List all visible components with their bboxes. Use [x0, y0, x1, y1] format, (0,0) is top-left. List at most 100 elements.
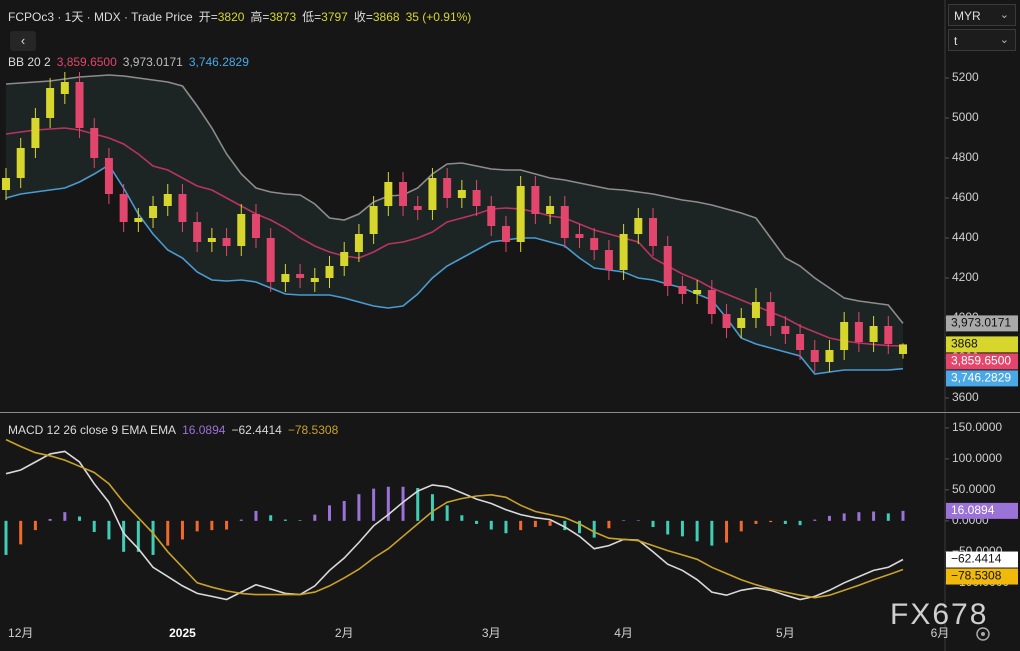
- candle-body: [414, 206, 422, 210]
- x-tick-label: 2025: [169, 626, 196, 640]
- macd-badge: −78.5308: [951, 569, 1002, 583]
- candle-body: [899, 344, 907, 354]
- histogram-bar: [828, 516, 831, 521]
- unit-select[interactable]: t⌄: [948, 29, 1016, 51]
- candle-body: [473, 190, 481, 206]
- price-badge: 3,746.2829: [951, 371, 1011, 385]
- candle-body: [2, 178, 10, 190]
- ohlc-value: 3868: [373, 10, 400, 24]
- candle-body: [605, 250, 613, 270]
- histogram-bar: [343, 501, 346, 521]
- y-tick-label: 4600: [952, 190, 979, 204]
- band-value: 3,859.6500: [57, 55, 117, 69]
- symbol-title: FCPOc3 · 1天 · MDX · Trade Price: [8, 8, 193, 25]
- macd-line: [6, 440, 903, 598]
- header-legend: FCPOc3 · 1天 · MDX · Trade Price 开=3820 高…: [8, 8, 471, 25]
- histogram-bar: [563, 521, 566, 530]
- ohlc-value: 3820: [218, 10, 245, 24]
- candle-body: [649, 218, 657, 246]
- candle-body: [90, 128, 98, 158]
- ohlc: 开=3820: [199, 8, 245, 25]
- candle-body: [767, 302, 775, 326]
- candle-body: [370, 206, 378, 234]
- histogram-bar: [196, 521, 199, 532]
- histogram-bar: [328, 505, 331, 520]
- histogram-bar: [504, 521, 507, 533]
- histogram-bar: [49, 519, 52, 521]
- hist-value: 16.0894: [182, 423, 225, 437]
- candle-body: [208, 238, 216, 242]
- candle-body: [855, 322, 863, 342]
- histogram-bar: [622, 520, 625, 521]
- histogram-bar: [210, 521, 213, 530]
- histogram-bar: [725, 521, 728, 543]
- candle-body: [634, 218, 642, 234]
- histogram-bar: [475, 521, 478, 524]
- histogram-bar: [152, 521, 155, 555]
- candle-body: [487, 206, 495, 226]
- x-tick-label: 3月: [482, 626, 501, 640]
- candle-body: [428, 178, 436, 210]
- histogram-bar: [681, 521, 684, 536]
- candle-body: [355, 234, 363, 252]
- indicator-title: BB 20 2: [8, 55, 51, 69]
- macd-line: [6, 451, 903, 599]
- ohlc: 高=3873: [250, 8, 296, 25]
- indicator-title: MACD 12 26 close 9 EMA EMA: [8, 423, 176, 437]
- plot-area: [2, 72, 907, 600]
- candle-body: [281, 274, 289, 282]
- histogram-bar: [5, 521, 8, 555]
- price-badge: 3,973.0171: [951, 316, 1011, 330]
- candle-body: [737, 318, 745, 328]
- macd-badge: −62.4414: [951, 552, 1002, 566]
- histogram-bar: [710, 521, 713, 546]
- candle-body: [546, 206, 554, 214]
- y-tick-label: 50.0000: [952, 482, 996, 496]
- candle-body: [252, 214, 260, 238]
- ohlc: 收=3868: [354, 8, 400, 25]
- histogram-bar: [431, 494, 434, 521]
- back-button[interactable]: ‹: [10, 31, 36, 51]
- histogram-bar: [872, 512, 875, 521]
- ohlc-label: 高=: [250, 8, 269, 25]
- histogram-bar: [857, 512, 860, 521]
- band-value: 3,746.2829: [189, 55, 249, 69]
- candle-body: [223, 238, 231, 246]
- histogram-bar: [813, 520, 816, 521]
- histogram-bar: [607, 521, 610, 528]
- histogram-bar: [534, 521, 537, 527]
- band-value: 3,973.0171: [123, 55, 183, 69]
- macd-value: −62.4414: [231, 423, 281, 437]
- candle-body: [105, 158, 113, 194]
- candle-body: [311, 278, 319, 282]
- candle-body: [561, 206, 569, 238]
- y-tick-label: 4200: [952, 270, 979, 284]
- price-badge: 3868: [951, 337, 978, 351]
- currency-select[interactable]: MYR⌄: [948, 4, 1016, 26]
- histogram-bar: [416, 488, 419, 521]
- candle-body: [76, 82, 84, 128]
- histogram-bar: [19, 521, 22, 545]
- bb-legend: BB 20 2 3,859.6500 3,973.0171 3,746.2829: [8, 55, 249, 69]
- candle-body: [31, 118, 39, 148]
- ohlc-value: 3797: [321, 10, 348, 24]
- macd-legend: MACD 12 26 close 9 EMA EMA 16.0894 −62.4…: [8, 423, 338, 437]
- change: 35 (+0.91%): [406, 10, 472, 24]
- histogram-bar: [799, 521, 802, 525]
- y-tick-label: 4800: [952, 150, 979, 164]
- histogram-bar: [357, 494, 360, 521]
- candle-body: [399, 182, 407, 206]
- histogram-bar: [107, 521, 110, 540]
- histogram-bar: [240, 520, 243, 521]
- x-tick-label: 5月: [776, 626, 795, 640]
- candle-body: [193, 222, 201, 242]
- candle-body: [340, 252, 348, 266]
- candle-body: [708, 290, 716, 314]
- unit: t: [954, 34, 957, 48]
- x-tick-label: 2月: [335, 626, 354, 640]
- macd-badge: 16.0894: [951, 503, 995, 517]
- ohlc: 低=3797: [302, 8, 348, 25]
- histogram-bar: [769, 521, 772, 522]
